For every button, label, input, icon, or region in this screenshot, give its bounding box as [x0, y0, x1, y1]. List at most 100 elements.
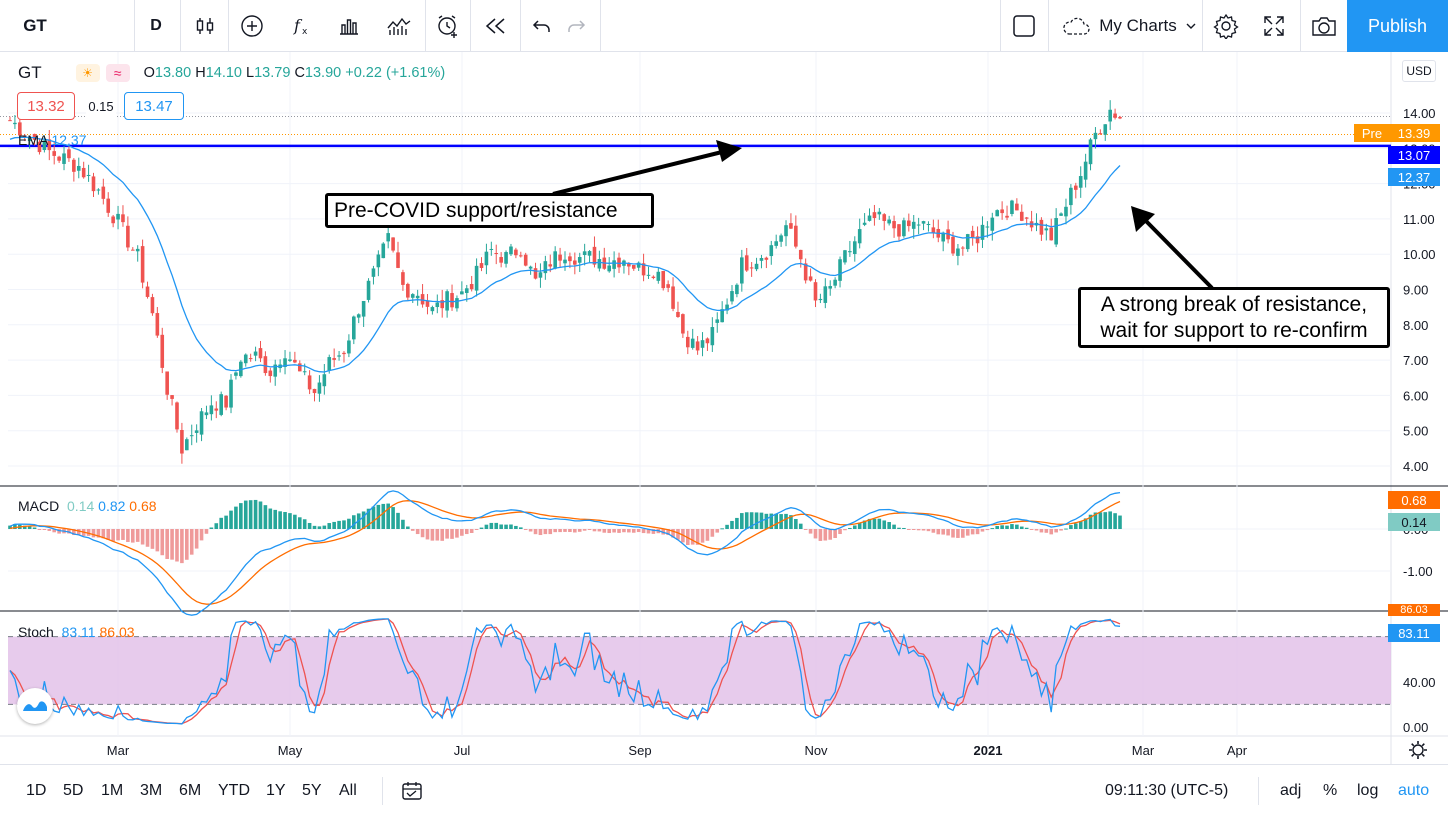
macd-hist-bar [990, 528, 995, 530]
macd-hist-bar [980, 529, 985, 532]
macd-hist-bar [327, 523, 332, 529]
bar-chart-icon[interactable] [331, 0, 367, 52]
macd-hist-bar [366, 508, 371, 529]
macd-hist-bar [784, 513, 788, 529]
candle-body [907, 220, 911, 227]
candle-body [1000, 209, 1004, 214]
change-value: +0.22 (+1.61%) [345, 65, 446, 81]
redo-icon[interactable] [560, 0, 592, 52]
macd-hist-bar [926, 529, 931, 532]
publish-button[interactable]: Publish [1347, 0, 1448, 52]
range-5y[interactable]: 5Y [302, 782, 322, 799]
bid-button[interactable]: 13.32 [17, 92, 75, 120]
candles-icon[interactable] [188, 0, 222, 52]
auto-button[interactable]: auto [1398, 782, 1430, 799]
macd-hist-bar [121, 529, 125, 540]
macd-hist-bar [582, 529, 587, 531]
range-1d[interactable]: 1D [26, 782, 47, 799]
candle-body [784, 225, 788, 237]
calendar-icon[interactable] [400, 765, 424, 816]
candle-body [592, 246, 597, 265]
log-button[interactable]: log [1357, 782, 1379, 799]
my-charts-button[interactable]: My Charts [1056, 0, 1202, 52]
candle-body [199, 411, 204, 435]
range-ytd[interactable]: YTD [218, 782, 250, 799]
macd-hist-bar [720, 528, 724, 530]
macd-hist-bar [116, 529, 120, 541]
undo-icon[interactable] [526, 0, 558, 52]
legend-symbol[interactable]: GT [18, 63, 42, 82]
candle-body [307, 375, 312, 390]
interval-button[interactable]: D [150, 17, 162, 34]
annotation-arrow-1 [552, 150, 723, 196]
chart-area[interactable]: 14.0013.0012.0011.0010.009.008.007.006.0… [0, 52, 1448, 764]
candle-body [1098, 133, 1103, 135]
range-3m[interactable]: 3M [140, 782, 163, 799]
macd-hist-bar [636, 529, 641, 533]
candle-body [1005, 215, 1009, 218]
alert-icon[interactable] [430, 0, 466, 52]
macd-hist-bar [86, 529, 91, 536]
range-6m[interactable]: 6M [179, 782, 202, 799]
macd-hist-bar [406, 526, 410, 529]
range-all[interactable]: All [339, 782, 357, 799]
candle-body [961, 247, 965, 249]
macd-hist-bar [789, 515, 793, 529]
candle-body [700, 340, 705, 348]
range-5d[interactable]: 5D [63, 782, 84, 799]
candle-body [1113, 113, 1117, 118]
annotation-break-resistance[interactable]: A strong break of resistance, wait for s… [1078, 287, 1390, 348]
candle-body [710, 327, 715, 346]
macd-hist-bar [332, 521, 336, 529]
layout-icon[interactable] [1008, 0, 1040, 52]
candle-body [302, 371, 307, 373]
currency-button[interactable]: USD [1402, 60, 1436, 82]
fullscreen-icon[interactable] [1256, 0, 1292, 52]
annotation-precovid-support[interactable]: Pre-COVID support/resistance [325, 193, 654, 228]
macd-hist-bar [484, 524, 489, 529]
replay-icon[interactable] [478, 0, 514, 52]
macd-hist-bar [199, 529, 204, 541]
candle-body [150, 297, 155, 314]
templates-icon[interactable] [381, 0, 417, 52]
macd-hist-tag: 0.14 [1388, 513, 1440, 531]
range-1y[interactable]: 1Y [266, 782, 286, 799]
candle-body [420, 294, 425, 305]
macd-hist-bar [528, 529, 533, 532]
percent-button[interactable]: % [1323, 782, 1338, 799]
range-1m[interactable]: 1M [101, 782, 124, 799]
macd-hist-bar [175, 529, 179, 562]
macd-hist-bar [1073, 523, 1078, 529]
macd-hist-bar [297, 517, 302, 529]
candle-body [759, 258, 764, 261]
macd-hist-bar [695, 529, 700, 545]
ask-button[interactable]: 13.47 [124, 92, 184, 120]
macd-hist-bar [239, 503, 243, 529]
macd-hist-bar [946, 529, 950, 536]
macd-hist-bar [460, 529, 464, 536]
candle-body [514, 249, 518, 256]
macd-hist-bar [504, 524, 508, 529]
candle-body [474, 265, 479, 291]
macd-hist-bar [774, 513, 778, 529]
add-indicator-icon[interactable] [234, 0, 270, 52]
price-chart[interactable]: 14.0013.0012.0011.0010.009.008.007.006.0… [0, 52, 1448, 764]
macd-legend[interactable]: MACD 0.14 0.82 0.68 [18, 498, 157, 514]
gear-icon[interactable] [1208, 0, 1244, 52]
time-tick-label: Nov [804, 743, 828, 758]
adj-button[interactable]: adj [1280, 782, 1302, 799]
ema-legend[interactable]: EMA 12.37 [18, 132, 87, 148]
macd-hist-value: 0.14 [67, 498, 95, 514]
candle-body [735, 284, 739, 295]
stoch-legend[interactable]: Stoch 83.11 86.03 [18, 624, 135, 640]
clock-timezone[interactable]: 09:11:30 (UTC-5) [1105, 782, 1229, 799]
macd-hist-bar [848, 527, 852, 529]
price-tick-label: 8.00 [1403, 318, 1428, 333]
macd-hist-bar [194, 529, 199, 549]
bottom-toolbar: 1D 5D 1M 3M 6M YTD 1Y 5Y All 09:11:30 (U… [0, 764, 1448, 816]
macd-hist-bar [42, 529, 47, 530]
tradingview-logo[interactable] [17, 688, 53, 724]
symbol-search-button[interactable]: GT [23, 16, 47, 35]
camera-icon[interactable] [1304, 0, 1344, 52]
